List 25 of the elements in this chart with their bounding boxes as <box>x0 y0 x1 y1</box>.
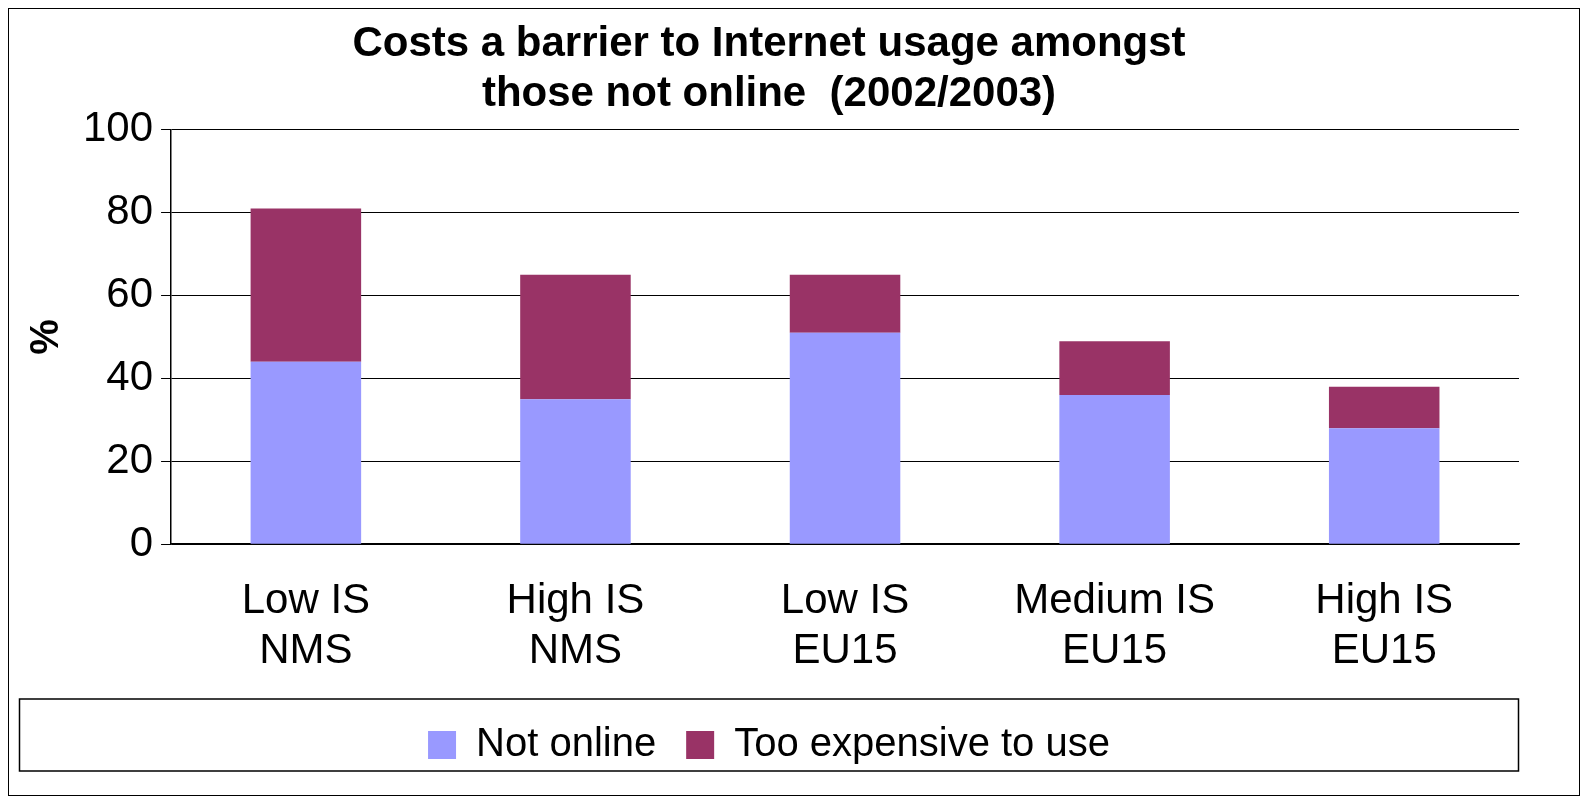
bar <box>1059 395 1170 544</box>
bar <box>520 399 631 544</box>
y-axis-title: % <box>22 319 67 355</box>
y-tick-label: 100 <box>83 103 154 151</box>
bar <box>250 361 362 544</box>
bar <box>520 274 631 400</box>
bar <box>1328 386 1440 429</box>
bar <box>1059 341 1170 396</box>
x-tick-label: High IS EU15 <box>1315 574 1454 673</box>
x-tick-label: Medium IS EU15 <box>1014 574 1215 673</box>
y-tick-label: 0 <box>129 517 154 565</box>
x-tick-label: Low IS NMS <box>241 574 371 673</box>
bar <box>250 208 362 362</box>
bar <box>789 274 901 333</box>
x-tick-label: High IS NMS <box>506 574 645 673</box>
y-tick-label: 20 <box>106 434 154 482</box>
bar <box>1328 428 1440 544</box>
y-tick-label: 80 <box>106 186 154 234</box>
x-tick-label: Low IS EU15 <box>780 574 910 673</box>
chart-title: Costs a barrier to Internet usage amongst those not online (2002/2003) <box>352 17 1186 116</box>
y-tick-label: 40 <box>106 352 154 400</box>
legend-label: Too expensive to use <box>734 720 1110 765</box>
legend-label: Not online <box>476 720 657 765</box>
y-tick-label: 60 <box>106 269 154 317</box>
bar <box>789 332 901 544</box>
